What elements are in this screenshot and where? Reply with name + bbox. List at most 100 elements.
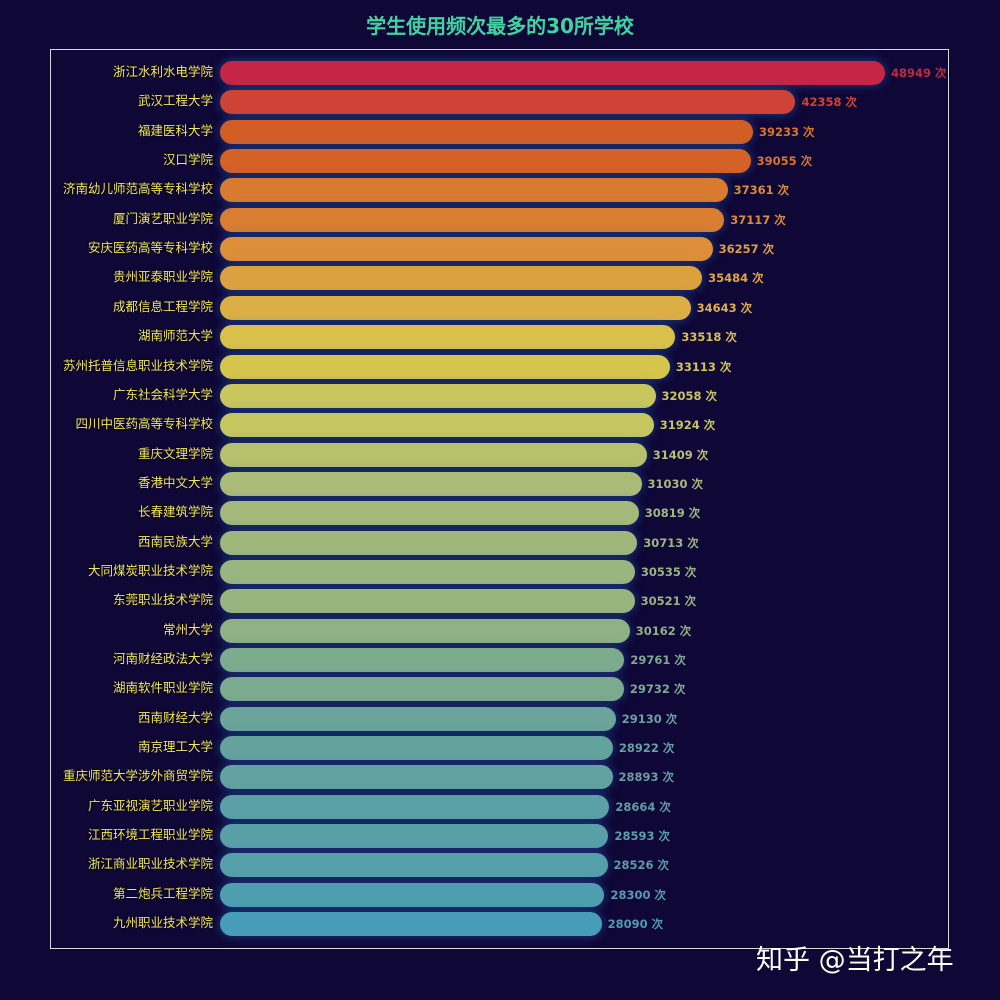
value-label: 29761 次: [630, 653, 686, 667]
bar[interactable]: [220, 90, 796, 115]
bar[interactable]: [220, 530, 638, 555]
bar-row: 贵州亚泰职业学院 35484 次: [0, 264, 1000, 293]
category-label: 武汉工程大学: [137, 93, 213, 109]
category-label: 贵州亚泰职业学院: [112, 269, 213, 285]
value-label: 28593 次: [614, 829, 670, 844]
category-label: 福建医科大学: [137, 122, 213, 138]
bar[interactable]: [220, 471, 642, 496]
value-label: 30162 次: [635, 623, 692, 638]
bar[interactable]: [220, 677, 624, 702]
bar[interactable]: [220, 383, 656, 408]
category-label: 济南幼儿师范高等专科学校: [62, 181, 213, 197]
bar[interactable]: [220, 119, 753, 144]
value-label: 30535 次: [640, 564, 697, 579]
bar[interactable]: [220, 266, 703, 291]
bar-row: 成都信息工程学院 34643 次: [0, 294, 1000, 323]
value-label: 35484 次: [708, 271, 764, 286]
category-label: 大同煤炭职业技术学院: [87, 562, 213, 578]
bar-row: 常州大学 30162 次: [0, 617, 1000, 646]
bar-row: 长春建筑学院 30819 次: [0, 499, 1000, 528]
bar-row: 浙江商业职业技术学院 28526 次: [0, 851, 1000, 880]
bar-row: 南京理工大学 28922 次: [0, 734, 1000, 763]
bar-row: 第二炮兵工程学院 28300 次: [0, 881, 1000, 910]
bar-row: 河南财经政法大学 29761 次: [0, 646, 1000, 675]
chart-title: 学生使用频次最多的30所学校: [366, 14, 634, 38]
bar[interactable]: [220, 413, 654, 438]
value-label: 31030 次: [647, 476, 704, 491]
category-label: 苏州托普信息职业技术学院: [62, 357, 213, 373]
bar-row: 西南民族大学 30713 次: [0, 529, 1000, 558]
value-label: 30713 次: [643, 535, 699, 550]
bar[interactable]: [220, 736, 613, 761]
value-label: 36257 次: [718, 242, 775, 257]
bar[interactable]: [220, 207, 725, 232]
bar[interactable]: [220, 706, 616, 731]
value-label: 31409 次: [652, 447, 709, 462]
category-label: 江西环境工程职业学院: [87, 827, 213, 843]
bar[interactable]: [220, 824, 609, 849]
value-label: 28664 次: [615, 799, 671, 814]
bar[interactable]: [220, 912, 602, 937]
bar[interactable]: [220, 648, 625, 672]
category-label: 常州大学: [162, 621, 213, 637]
bar[interactable]: [220, 882, 605, 907]
category-label: 湖南师范大学: [137, 328, 213, 344]
bar[interactable]: [220, 618, 630, 643]
bar[interactable]: [220, 794, 610, 819]
bar-row: 浙江水利水电学院 48949 次: [0, 59, 1000, 88]
category-label: 南京理工大学: [137, 739, 213, 755]
bar-row: 四川中医药高等专科学校 31924 次: [0, 411, 1000, 440]
watermark: 知乎 @当打之年: [756, 945, 954, 976]
bar[interactable]: [220, 295, 691, 320]
category-label: 重庆文理学院: [137, 445, 213, 461]
value-label: 28090 次: [607, 917, 664, 932]
bar[interactable]: [220, 149, 751, 174]
bar-row: 厦门演艺职业学院 37117 次: [0, 206, 1000, 235]
bar-row: 重庆师范大学涉外商贸学院 28893 次: [0, 763, 1000, 792]
value-label: 32058 次: [661, 388, 718, 403]
value-label: 28922 次: [618, 741, 675, 756]
bar-row: 福建医科大学 39233 次: [0, 118, 1000, 147]
bar[interactable]: [220, 442, 647, 467]
value-label: 37117 次: [730, 212, 786, 227]
category-label: 浙江商业职业技术学院: [87, 856, 213, 872]
bar[interactable]: [220, 765, 613, 790]
category-label: 浙江水利水电学院: [112, 64, 213, 79]
bar[interactable]: [220, 589, 635, 614]
category-label: 河南财经政法大学: [112, 651, 213, 666]
category-label: 西南财经大学: [137, 709, 213, 725]
bar-row: 济南幼儿师范高等专科学校 37361 次: [0, 176, 1000, 205]
category-label: 香港中文大学: [137, 474, 213, 490]
bar-row: 东莞职业技术学院 30521 次: [0, 587, 1000, 616]
bar-row: 湖南软件职业学院 29732 次: [0, 675, 1000, 704]
bar-row: 苏州托普信息职业技术学院 33113 次: [0, 353, 1000, 382]
bar[interactable]: [220, 61, 885, 85]
bar-row: 大同煤炭职业技术学院 30535 次: [0, 558, 1000, 587]
bar-row: 武汉工程大学 42358 次: [0, 88, 1000, 117]
bar[interactable]: [220, 237, 713, 262]
value-label: 39233 次: [759, 124, 815, 139]
value-label: 33518 次: [681, 330, 737, 345]
category-label: 成都信息工程学院: [112, 298, 213, 314]
bar[interactable]: [220, 501, 639, 526]
category-label: 广东社会科学大学: [112, 386, 213, 402]
bar-row: 广东亚视演艺职业学院 28664 次: [0, 793, 1000, 822]
category-label: 湖南软件职业学院: [112, 680, 213, 696]
value-label: 29732 次: [629, 682, 686, 697]
plot-frame: [50, 49, 949, 949]
category-label: 东莞职业技术学院: [112, 592, 213, 608]
bar-row: 重庆文理学院 31409 次: [0, 441, 1000, 470]
value-label: 28526 次: [613, 858, 670, 873]
category-label: 长春建筑学院: [137, 504, 213, 520]
value-label: 39055 次: [756, 154, 813, 169]
bar[interactable]: [220, 559, 635, 584]
bar[interactable]: [220, 354, 670, 379]
category-label: 九州职业技术学院: [112, 915, 213, 931]
value-label: 31924 次: [659, 418, 716, 433]
bar[interactable]: [220, 853, 608, 878]
value-label: 30819 次: [644, 506, 701, 521]
bar-row: 广东社会科学大学 32058 次: [0, 382, 1000, 411]
bar[interactable]: [220, 178, 728, 203]
bar-row: 湖南师范大学 33518 次: [0, 323, 1000, 352]
bar[interactable]: [220, 325, 676, 350]
